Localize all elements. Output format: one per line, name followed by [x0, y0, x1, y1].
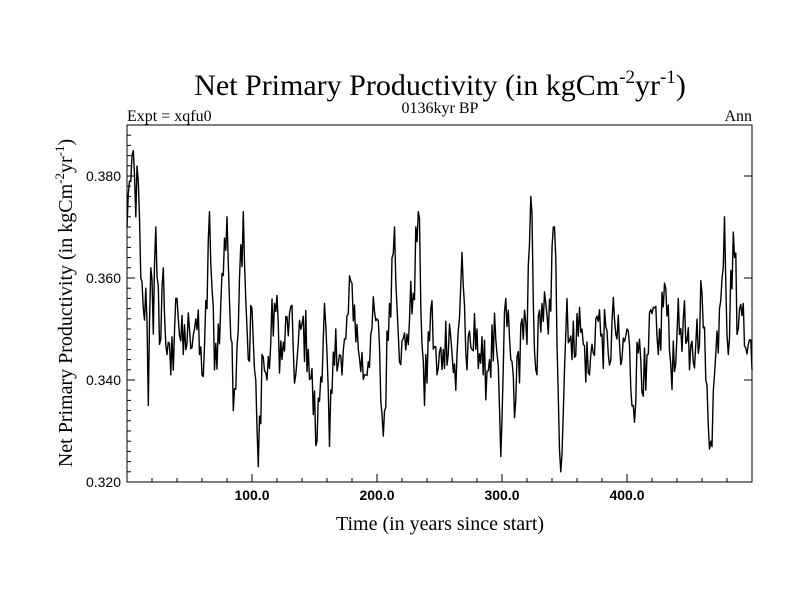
experiment-label: Expt = xqfu0: [127, 108, 212, 125]
y-tick-label: 0.360: [86, 270, 121, 286]
season-label: Ann: [724, 108, 752, 125]
chart-subtitle: 0136kyr BP: [402, 100, 479, 117]
x-tick-label: 400.0: [609, 487, 644, 503]
y-tick-label: 0.380: [86, 168, 121, 184]
series-line-npp: [126, 149, 753, 473]
x-tick-label: 100.0: [234, 487, 269, 503]
plot-frame: [126, 124, 753, 483]
y-tick-label: 0.340: [86, 372, 121, 388]
chart-title: Net Primary Productivity (in kgCm-2yr-1): [194, 67, 686, 102]
x-tick-label: 300.0: [484, 487, 519, 503]
x-axis: 100.0 200.0 300.0 400.0: [151, 474, 728, 503]
y-axis: 0.320 0.340 0.360 0.380: [86, 124, 752, 490]
x-axis-label: Time (in years since start): [336, 513, 544, 535]
x-tick-label: 200.0: [359, 487, 394, 503]
y-axis-label: Net Primary Productivity (in kgCm-2yr-1): [52, 139, 77, 467]
y-tick-label: 0.320: [86, 474, 121, 490]
